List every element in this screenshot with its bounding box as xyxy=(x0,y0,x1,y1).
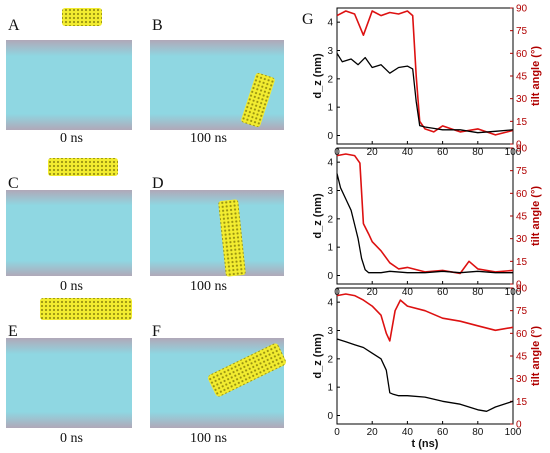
y-right-tick-label: 15 xyxy=(516,257,528,268)
x-tick-label: 40 xyxy=(402,147,414,158)
x-tick-label: 80 xyxy=(472,427,484,438)
y-tick-label: 4 xyxy=(327,18,333,29)
membrane-panel-E: E 0 ns xyxy=(6,298,132,446)
y-right-tick-label: 30 xyxy=(516,234,528,245)
x-tick-label: 60 xyxy=(437,147,449,158)
x-tick-label: 0 xyxy=(334,427,340,438)
tilt-angle-line xyxy=(336,10,514,136)
time-label: 0 ns xyxy=(60,279,83,294)
x-tick-label: 80 xyxy=(472,147,484,158)
x-tick-label: 60 xyxy=(437,427,449,438)
y-right-tick-label: 75 xyxy=(516,166,528,177)
y-right-tick-label: 30 xyxy=(516,374,528,385)
y-right-tick-label: 0 xyxy=(516,140,522,151)
panel-letter-G: G xyxy=(302,11,314,28)
y-right-tick-label: 15 xyxy=(516,117,528,128)
nanotube xyxy=(62,8,102,26)
membrane-panel-C: C 0 ns xyxy=(6,158,132,294)
nanotube xyxy=(48,158,118,176)
y-tick-label: 2 xyxy=(327,74,333,85)
y-tick-label: 3 xyxy=(327,46,333,57)
membrane-panel-B: B 100 ns xyxy=(150,17,284,146)
y-right-axis-label: tilt angle (°) xyxy=(530,326,542,386)
membrane-panel-F: F 100 ns xyxy=(150,323,286,446)
nanotube xyxy=(218,199,246,277)
membrane-panel-A: A 0 ns xyxy=(6,8,132,146)
panel-letter: E xyxy=(8,323,18,340)
panel-letter: B xyxy=(152,17,163,34)
plot-frame xyxy=(336,7,514,145)
y-right-tick-label: 60 xyxy=(516,329,528,340)
y-tick-label: 2 xyxy=(327,354,333,365)
y-right-tick-label: 30 xyxy=(516,94,528,105)
time-label: 100 ns xyxy=(190,279,227,294)
y-right-tick-label: 75 xyxy=(516,306,528,317)
y-tick-label: 2 xyxy=(327,214,333,225)
x-tick-label: 20 xyxy=(367,147,379,158)
y-right-tick-label: 90 xyxy=(516,144,528,155)
panel-letter: A xyxy=(8,17,20,34)
nanotube xyxy=(241,72,275,128)
y-right-tick-label: 90 xyxy=(516,4,528,15)
dz-line xyxy=(336,52,514,134)
x-tick-label: 40 xyxy=(402,287,414,298)
time-label: 100 ns xyxy=(190,131,227,146)
x-tick-label: 60 xyxy=(437,287,449,298)
y-right-tick-label: 60 xyxy=(516,189,528,200)
panel-letter: C xyxy=(8,175,19,192)
dz-line xyxy=(336,338,514,412)
x-tick-label: 20 xyxy=(367,427,379,438)
nanotube xyxy=(40,298,132,320)
y-right-tick-label: 0 xyxy=(516,420,522,431)
y-tick-label: 0 xyxy=(327,131,333,142)
y-right-axis-label: tilt angle (°) xyxy=(530,46,542,106)
y-tick-label: 3 xyxy=(327,326,333,337)
y-tick-label: 1 xyxy=(327,243,333,254)
time-label: 0 ns xyxy=(60,131,83,146)
y-tick-label: 1 xyxy=(327,383,333,394)
tilt-angle-line xyxy=(336,153,514,275)
y-tick-label: 4 xyxy=(327,298,333,309)
y-right-tick-label: 60 xyxy=(516,49,528,60)
plot-frame xyxy=(336,287,514,425)
panel-letter: F xyxy=(152,323,161,340)
y-right-tick-label: 45 xyxy=(516,352,528,363)
x-tick-label: 40 xyxy=(402,427,414,438)
x-axis-label: t (ns) xyxy=(412,438,439,450)
y-right-axis-label: tilt angle (°) xyxy=(530,186,542,246)
y-axis-label: d_z (nm) xyxy=(312,53,324,99)
nanotube xyxy=(208,343,286,397)
y-tick-label: 4 xyxy=(327,158,333,169)
y-right-tick-label: 45 xyxy=(516,212,528,223)
x-tick-label: 100 xyxy=(505,427,522,438)
dz-line xyxy=(336,173,513,274)
y-right-tick-label: 90 xyxy=(516,284,528,295)
tilt-angle-line xyxy=(336,293,514,342)
y-right-tick-label: 15 xyxy=(516,397,528,408)
y-right-tick-label: 75 xyxy=(516,26,528,37)
x-tick-label: 20 xyxy=(367,287,379,298)
y-axis-label: d_z (nm) xyxy=(312,333,324,379)
time-label: 0 ns xyxy=(60,431,83,446)
y-tick-label: 3 xyxy=(327,186,333,197)
panel-letter: D xyxy=(152,175,164,192)
membrane-panel-D: D 100 ns xyxy=(150,175,284,294)
y-tick-label: 0 xyxy=(327,411,333,422)
time-label: 100 ns xyxy=(190,431,227,446)
y-right-tick-label: 45 xyxy=(516,72,528,83)
y-tick-label: 1 xyxy=(327,103,333,114)
y-right-tick-label: 0 xyxy=(516,280,522,291)
y-tick-label: 0 xyxy=(327,271,333,282)
y-axis-label: d_z (nm) xyxy=(312,193,324,239)
x-tick-label: 80 xyxy=(472,287,484,298)
